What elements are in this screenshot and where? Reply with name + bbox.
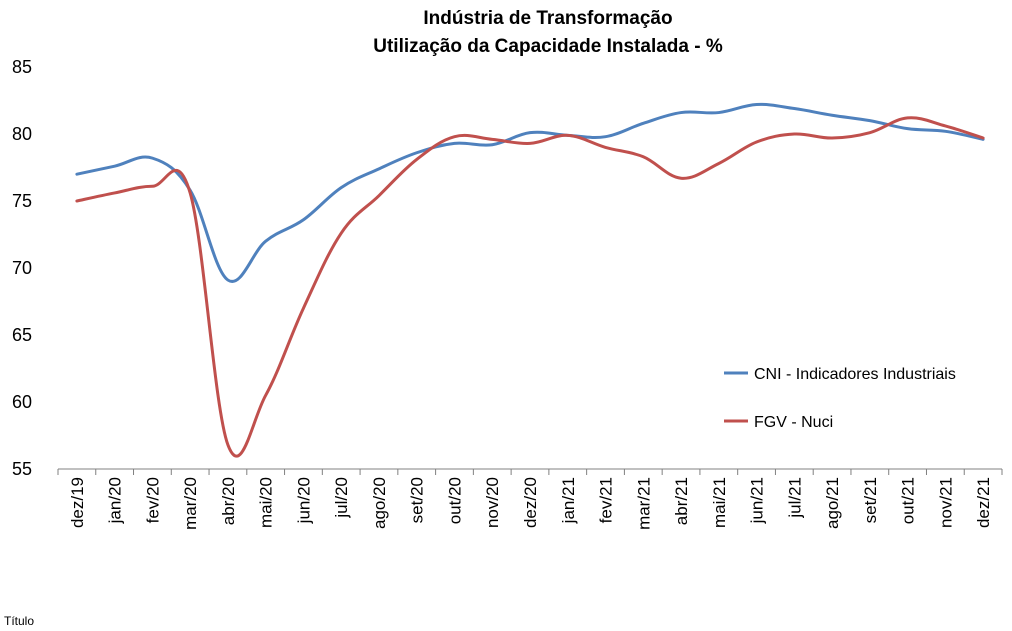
y-tick-label: 80 bbox=[12, 124, 32, 144]
x-axis: dez/19 jan/20 fev/20 mar/20 abr/20 mai/20 jun/… bbox=[57, 468, 1003, 530]
legend-label-1: CNI - Indicadores Industriais bbox=[754, 366, 956, 383]
x-tick-label: nov/20 bbox=[483, 477, 502, 528]
x-tick-label: jun/21 bbox=[748, 477, 767, 524]
legend-label-2: FGV - Nuci bbox=[754, 414, 833, 431]
x-tick-label: nov/21 bbox=[936, 477, 955, 528]
y-tick-label: 55 bbox=[12, 459, 32, 479]
x-tick-label: mai/20 bbox=[257, 477, 276, 528]
x-tick-label: out/21 bbox=[899, 477, 918, 524]
x-tick-label: dez/20 bbox=[521, 477, 540, 528]
x-tick-label: mar/20 bbox=[181, 477, 200, 530]
footer-label: Título bbox=[4, 614, 34, 628]
y-tick-label: 65 bbox=[12, 325, 32, 345]
y-tick-label: 70 bbox=[12, 258, 32, 278]
x-tick-label: fev/20 bbox=[143, 477, 162, 523]
legend: CNI - Indicadores Industriais FGV - Nuci bbox=[724, 366, 956, 431]
x-tick-label: jan/20 bbox=[106, 477, 125, 524]
series-line-1 bbox=[75, 102, 985, 283]
x-tick-label: abr/20 bbox=[219, 477, 238, 525]
x-tick-label: jan/21 bbox=[559, 477, 578, 524]
series-line-2 bbox=[75, 116, 985, 458]
x-tick-label: set/20 bbox=[408, 477, 427, 523]
x-tick-label: jul/21 bbox=[785, 477, 804, 519]
x-tick-label: ago/20 bbox=[370, 477, 389, 529]
y-tick-label: 85 bbox=[12, 57, 32, 77]
chart-title-line-2: Utilização da Capacidade Instalada - % bbox=[373, 36, 723, 57]
x-tick-label: jul/20 bbox=[332, 477, 351, 519]
x-tick-label: jun/20 bbox=[294, 477, 313, 524]
x-tick-label: set/21 bbox=[861, 477, 880, 523]
x-tick-label: ago/21 bbox=[823, 477, 842, 529]
x-tick-label: mar/21 bbox=[634, 477, 653, 530]
x-tick-label: mai/21 bbox=[710, 477, 729, 528]
chart-title: Indústria de Transformação Utilização da… bbox=[373, 8, 723, 57]
y-tick-label: 60 bbox=[12, 392, 32, 412]
y-axis: 85 80 75 70 65 60 55 bbox=[12, 57, 32, 479]
x-tick-label: dez/19 bbox=[68, 477, 87, 528]
x-tick-label: dez/21 bbox=[974, 477, 993, 528]
x-tick-label: abr/21 bbox=[672, 477, 691, 525]
x-tick-label: out/20 bbox=[445, 477, 464, 524]
y-tick-label: 75 bbox=[12, 191, 32, 211]
chart-title-line-1: Indústria de Transformação bbox=[423, 8, 672, 29]
x-tick-label: fev/21 bbox=[597, 477, 616, 523]
series-layer bbox=[75, 102, 985, 458]
